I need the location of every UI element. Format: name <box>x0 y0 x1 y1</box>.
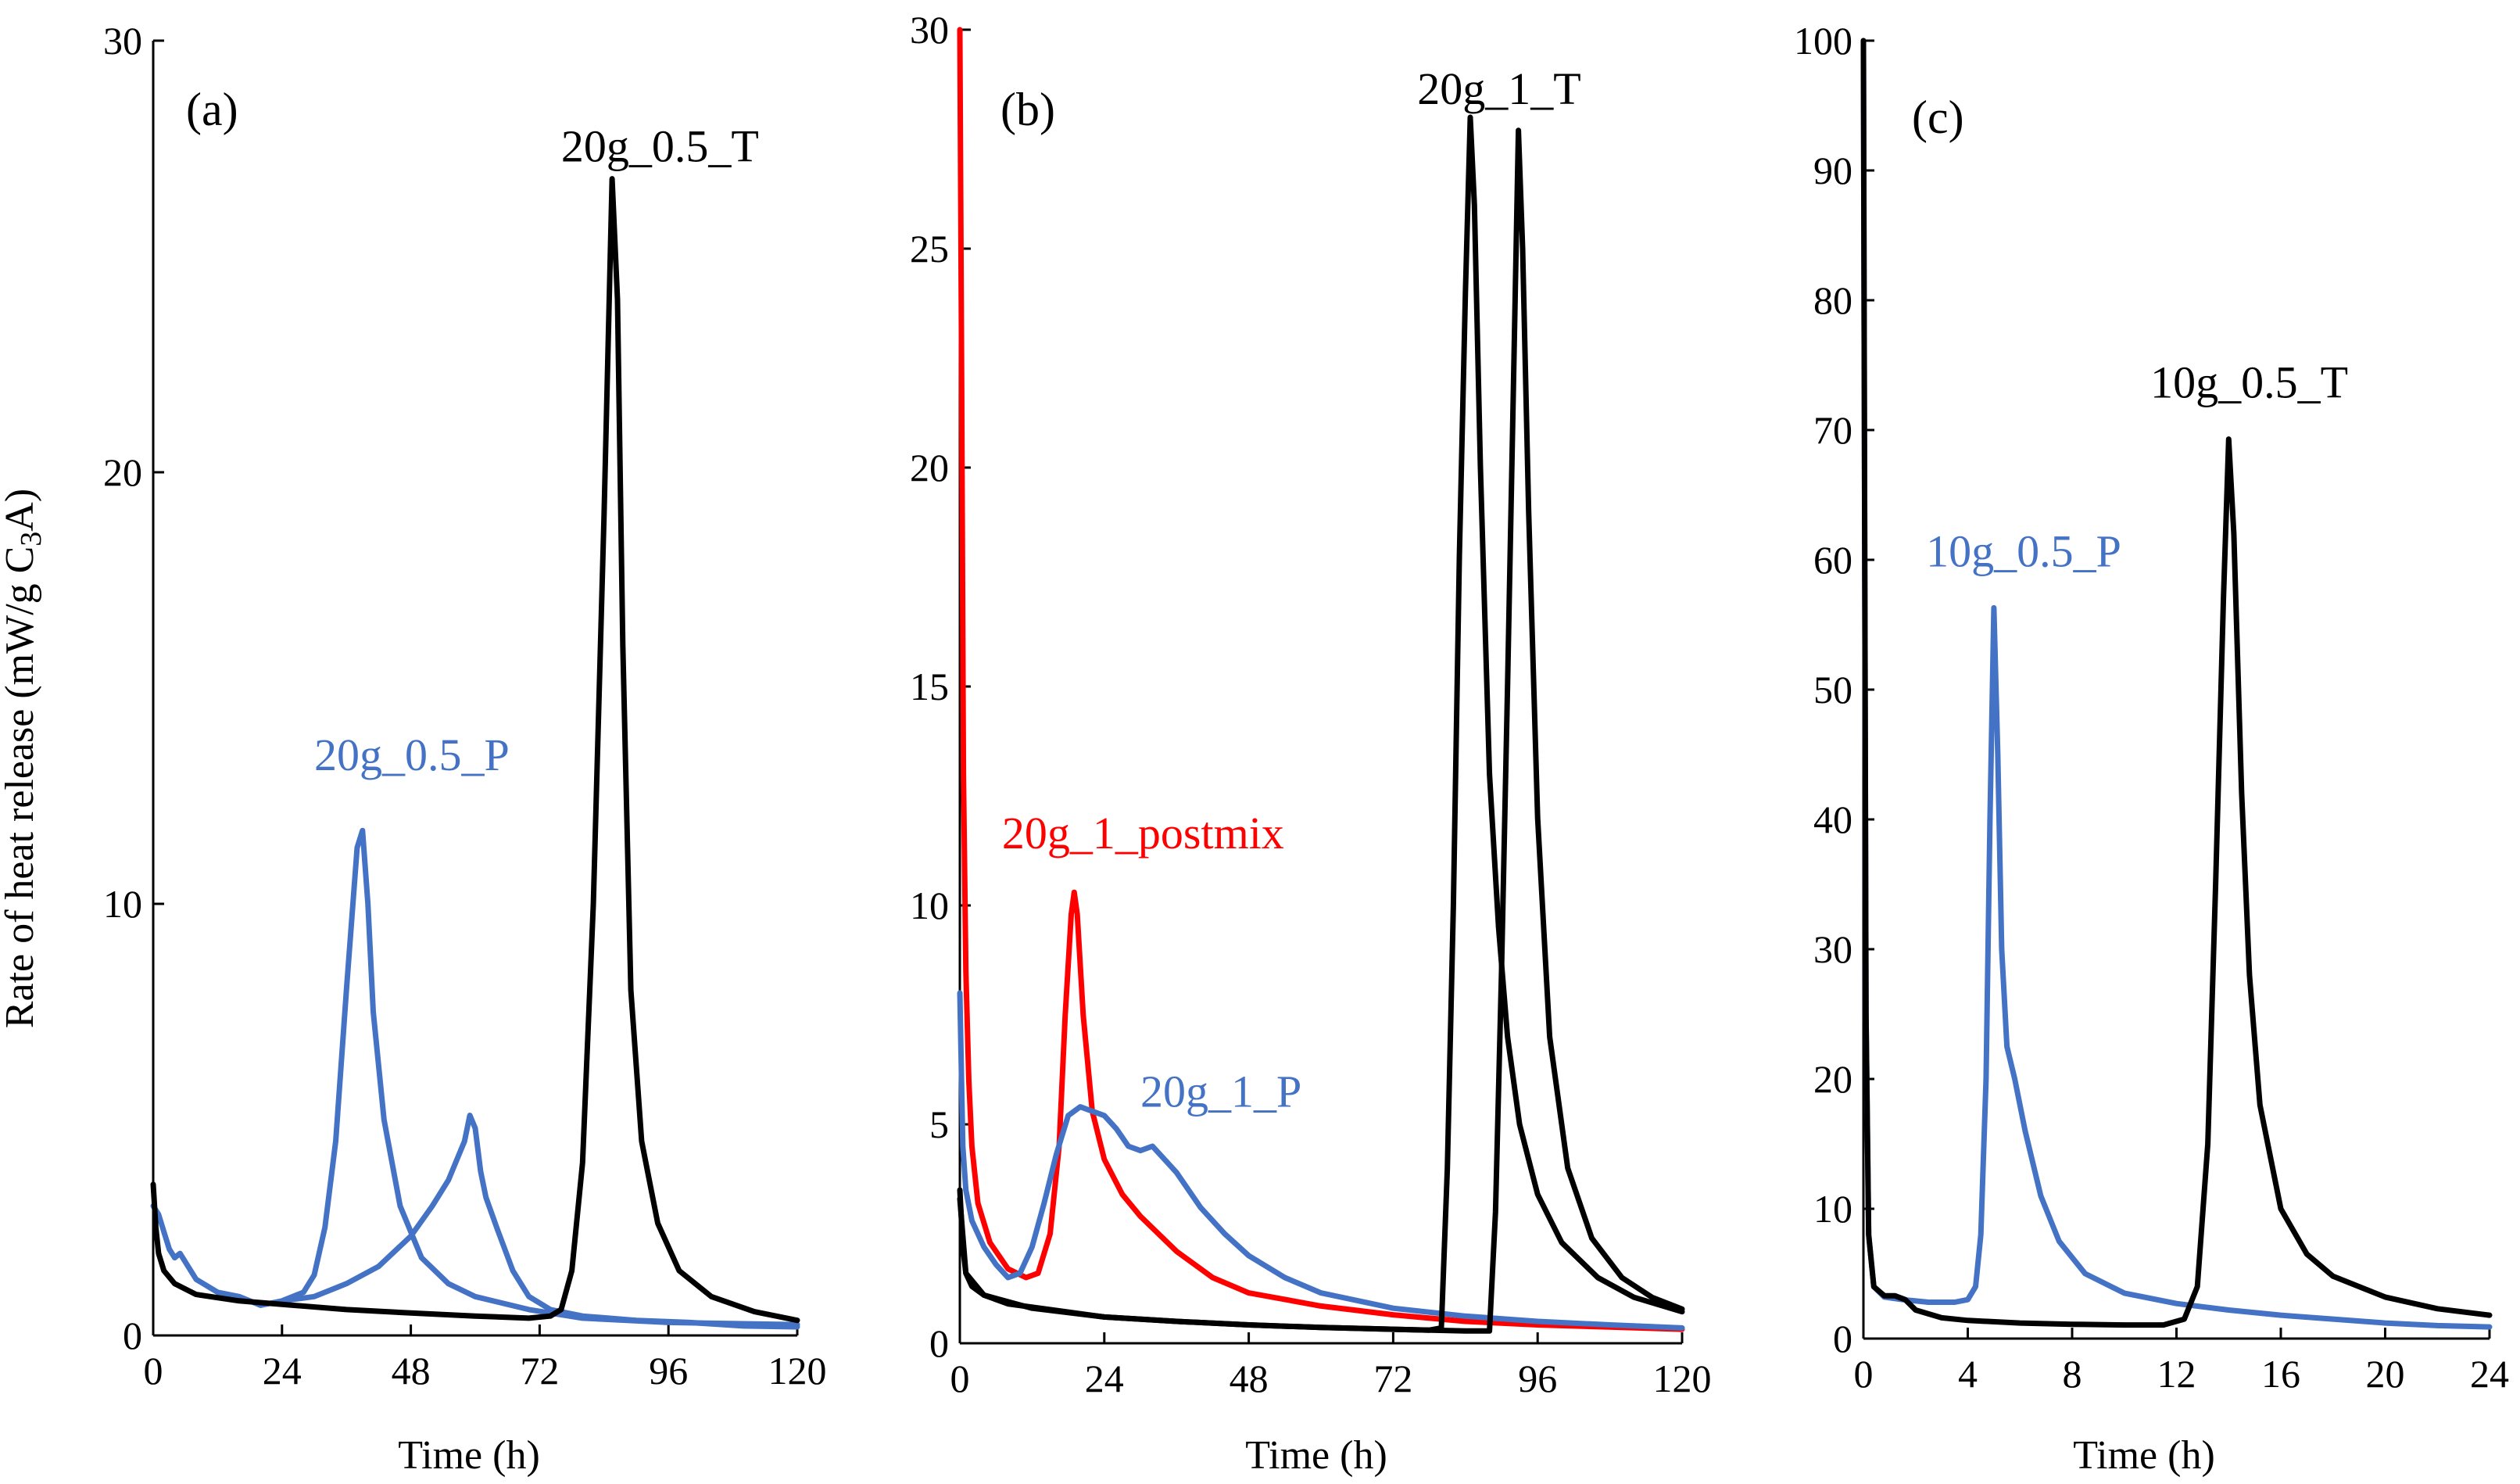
y-tick-label: 15 <box>910 665 949 708</box>
x-tick-label: 96 <box>1518 1357 1557 1400</box>
panel-b: 0 5 10 15 20 25 30 0 24 48 72 96 120 20g_1_postmix 20g… <box>910 8 1712 1478</box>
y-tick-label: 5 <box>929 1102 949 1146</box>
x-tick-label: 24 <box>2470 1352 2509 1396</box>
x-tick-label: 12 <box>2157 1352 2196 1396</box>
x-tick-label: 24 <box>1085 1357 1124 1400</box>
x-axis-title: Time (h) <box>1245 1433 1387 1478</box>
y-tick-label: 25 <box>910 227 949 271</box>
y-tick-label: 30 <box>1813 927 1852 971</box>
panel-label: (b) <box>1000 84 1055 135</box>
y-tick-label: 20 <box>103 450 142 494</box>
y-tick-label: 0 <box>1833 1317 1852 1360</box>
series-label: 10g_0.5_T <box>2150 357 2348 408</box>
x-tick-label: 72 <box>520 1349 559 1393</box>
y-tick-label: 100 <box>1794 19 1852 63</box>
series-line <box>957 27 1685 1332</box>
x-tick-label: 24 <box>263 1349 302 1393</box>
y-axis-title: Rate of heat release (mW/g C3A) <box>0 489 48 1028</box>
y-tick-label: 40 <box>1813 798 1852 841</box>
y-tick-label: 10 <box>103 882 142 926</box>
series-line <box>279 1113 800 1330</box>
panel-label: (c) <box>1912 91 1964 143</box>
series-line <box>1860 38 2493 1328</box>
y-tick-label: 10 <box>1813 1187 1852 1231</box>
y-tick-label: 0 <box>929 1321 949 1365</box>
series-line <box>150 827 800 1328</box>
y-tick-label: 50 <box>1813 668 1852 712</box>
series-line <box>150 176 800 1324</box>
series-line <box>957 114 1685 1333</box>
x-tick-label: 48 <box>392 1349 431 1393</box>
x-tick-label: 8 <box>2063 1352 2082 1396</box>
series-line <box>957 127 1685 1334</box>
y-tick-label: 30 <box>103 19 142 63</box>
x-tick-label: 4 <box>1958 1352 1978 1396</box>
y-tick-label: 60 <box>1813 538 1852 582</box>
x-tick-label: 120 <box>768 1349 827 1393</box>
y-tick-label: 20 <box>1813 1057 1852 1101</box>
x-tick-label: 16 <box>2261 1352 2300 1396</box>
y-tick-label: 10 <box>910 884 949 927</box>
y-tick-label: 30 <box>910 8 949 52</box>
x-tick-label: 120 <box>1653 1357 1712 1400</box>
x-tick-label: 0 <box>950 1357 970 1400</box>
series-label: 10g_0.5_P <box>1926 525 2121 576</box>
x-tick-label: 96 <box>649 1349 688 1393</box>
panel-label: (a) <box>186 84 238 135</box>
y-tick-label: 20 <box>910 446 949 489</box>
x-axis-title: Time (h) <box>2073 1433 2215 1478</box>
y-tick-label: 0 <box>123 1314 142 1357</box>
series-label: 20g_1_P <box>1140 1066 1301 1117</box>
series-label: 20g_0.5_P <box>314 729 510 780</box>
series-line <box>957 990 1685 1331</box>
y-tick-label: 80 <box>1813 278 1852 322</box>
series-label: 20g_1_postmix <box>1002 808 1284 858</box>
x-tick-label: 48 <box>1230 1357 1269 1400</box>
y-tick-label: 90 <box>1813 149 1852 192</box>
x-axis-title: Time (h) <box>398 1433 540 1478</box>
series-label: 20g_0.5_T <box>561 121 759 172</box>
y-tick-label: 70 <box>1813 408 1852 452</box>
series-line <box>1860 38 2493 1330</box>
panel-a: 0 10 20 30 0 24 48 72 96 120 20g_0.5_P 20g_0.5_T (a… <box>103 19 827 1478</box>
x-tick-label: 0 <box>1854 1352 1874 1396</box>
panel-c: 0 10 20 30 40 50 60 70 80 90 100 0 4 8 12 16 20 24 10g_0.5… <box>1794 19 2509 1478</box>
x-tick-label: 72 <box>1373 1357 1412 1400</box>
series-label: 20g_1_T <box>1417 63 1580 114</box>
x-tick-label: 0 <box>144 1349 163 1393</box>
x-tick-label: 20 <box>2366 1352 2405 1396</box>
